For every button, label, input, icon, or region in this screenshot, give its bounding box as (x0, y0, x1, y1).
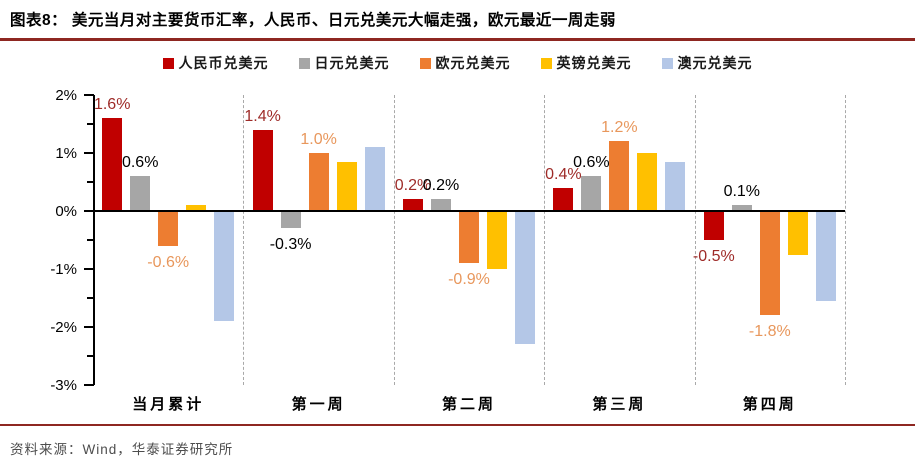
y-axis-minor-tick (87, 355, 94, 357)
bar-日元兑美元-第四周 (731, 205, 752, 211)
footer-rule (0, 424, 915, 426)
bar-澳元兑美元-第一周 (364, 147, 385, 211)
bar-日元兑美元-当月累计 (130, 176, 151, 211)
bar-英镑兑美元-当月累计 (186, 205, 207, 211)
bar-value-label: 0.2% (394, 177, 432, 195)
bar-value-label: 0.4% (545, 165, 582, 183)
y-axis-line (93, 95, 95, 385)
category-label: 第二周 (441, 396, 496, 413)
bar-欧元兑美元-第三周 (609, 141, 630, 211)
group-separator (694, 95, 696, 385)
legend-label: 澳元兑美元 (677, 55, 753, 71)
y-axis-label: 1% (55, 145, 77, 162)
legend-swatch-icon (661, 57, 673, 69)
bar-value-label: -0.6% (147, 253, 190, 271)
category-label: 第一周 (291, 396, 346, 413)
legend-swatch-icon (298, 57, 310, 69)
legend-swatch-icon (162, 57, 174, 69)
y-axis-major-tick (84, 210, 94, 212)
bar-人民币兑美元-第三周 (553, 187, 574, 211)
bar-英镑兑美元-第二周 (487, 211, 507, 269)
legend-label: 欧元兑美元 (435, 55, 511, 71)
legend-item-4: 澳元兑美元 (661, 53, 753, 73)
legend-swatch-icon (419, 57, 431, 69)
bar-欧元兑美元-第一周 (308, 153, 329, 211)
zero-axis-line (93, 210, 845, 212)
bar-value-label: 1.2% (601, 119, 638, 137)
category-label: 第三周 (592, 396, 647, 413)
bar-澳元兑美元-当月累计 (214, 211, 235, 322)
bar-英镑兑美元-第三周 (637, 153, 658, 211)
figure-title: 图表8： 美元当月对主要货币汇率，人民币、日元兑美元大幅走强，欧元最近一周走弱 (10, 12, 616, 29)
bar-欧元兑美元-第四周 (759, 211, 780, 316)
bar-value-label: 1.4% (244, 107, 281, 125)
bar-人民币兑美元-第二周 (403, 199, 423, 211)
y-axis-major-tick (84, 152, 94, 154)
legend-item-2: 欧元兑美元 (419, 53, 511, 73)
y-axis-minor-tick (87, 123, 94, 125)
bar-澳元兑美元-第二周 (515, 211, 535, 345)
y-axis-major-tick (84, 94, 94, 96)
bar-人民币兑美元-第一周 (252, 129, 273, 211)
legend-swatch-icon (540, 57, 552, 69)
y-axis-major-tick (84, 326, 94, 328)
bar-日元兑美元-第一周 (280, 211, 301, 229)
y-axis-minor-tick (87, 181, 94, 183)
y-axis-label: 0% (55, 203, 77, 220)
category-label: 当月累计 (132, 396, 205, 413)
legend-label: 人民币兑美元 (178, 55, 269, 71)
source-note: 资料来源：Wind，华泰证券研究所 (10, 442, 234, 457)
bar-日元兑美元-第二周 (431, 199, 451, 211)
bar-人民币兑美元-第四周 (703, 211, 724, 240)
bar-英镑兑美元-第一周 (336, 161, 357, 211)
bar-澳元兑美元-第三周 (665, 161, 686, 211)
category-label: 第四周 (742, 396, 797, 413)
bar-chart: 2% 1% 0% -1% -2% -3% 1.6% 0.6% -0.6% 当月累计 1.4% -0.3… (0, 85, 915, 420)
bar-value-label: 1.6% (93, 96, 131, 114)
y-axis-label: -2% (50, 319, 77, 336)
y-axis-major-tick (84, 384, 94, 386)
group-separator (243, 95, 245, 385)
bar-澳元兑美元-第四周 (815, 211, 836, 301)
bar-value-label: 0.6% (573, 154, 610, 172)
bar-日元兑美元-第三周 (581, 176, 602, 211)
bar-value-label: 1.0% (300, 131, 337, 148)
group-separator (544, 95, 546, 385)
bar-value-label: -1.8% (748, 323, 791, 341)
y-axis-major-tick (84, 268, 94, 270)
bar-value-label: -0.9% (448, 271, 490, 289)
legend-item-3: 英镑兑美元 (540, 53, 632, 73)
bar-value-label: 0.2% (422, 177, 460, 195)
legend-item-0: 人民币兑美元 (162, 53, 269, 73)
group-separator (845, 95, 846, 385)
y-axis-label: -3% (50, 377, 77, 394)
bar-value-label: 0.1% (723, 183, 761, 201)
bar-欧元兑美元-第二周 (459, 211, 479, 264)
y-axis-minor-tick (87, 239, 94, 241)
chart-legend: 人民币兑美元 日元兑美元 欧元兑美元 英镑兑美元 澳元兑美元 (0, 53, 915, 73)
y-axis-label: -1% (50, 261, 77, 278)
legend-label: 日元兑美元 (314, 55, 390, 71)
title-rule (0, 38, 915, 41)
y-axis-minor-tick (87, 297, 94, 299)
legend-item-1: 日元兑美元 (298, 53, 390, 73)
bar-value-label: -0.5% (692, 248, 735, 265)
bar-value-label: -0.3% (269, 236, 312, 254)
bar-欧元兑美元-当月累计 (158, 211, 179, 246)
y-axis-label: 2% (55, 87, 77, 104)
group-separator (393, 95, 395, 385)
bar-英镑兑美元-第四周 (787, 211, 808, 255)
bar-value-label: 0.6% (121, 154, 159, 172)
bar-人民币兑美元-当月累计 (102, 118, 123, 211)
legend-label: 英镑兑美元 (556, 55, 632, 71)
